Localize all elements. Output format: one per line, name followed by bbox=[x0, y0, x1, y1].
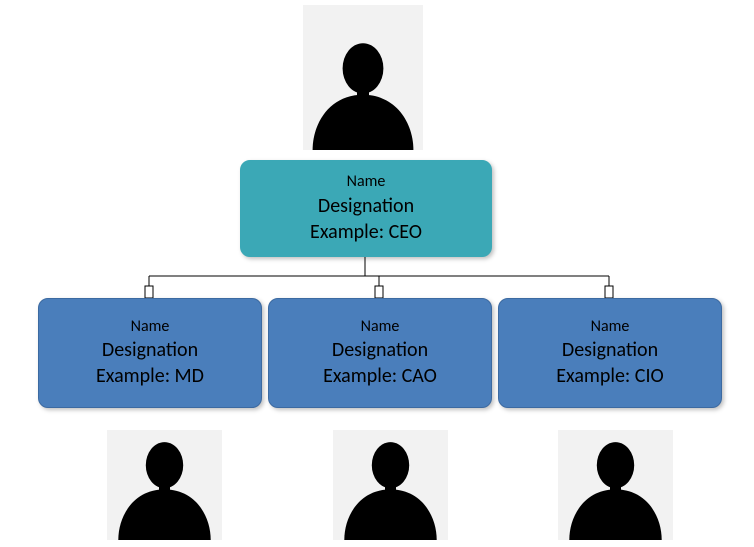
portrait-child bbox=[558, 430, 673, 540]
child-name-label: Name bbox=[591, 317, 630, 338]
portrait-top bbox=[303, 5, 423, 150]
org-child-card: Name Designation Example: CAO bbox=[268, 298, 492, 408]
root-name-label: Name bbox=[347, 172, 386, 193]
org-root-card: Name Designation Example: CEO bbox=[240, 160, 492, 257]
org-child-card: Name Designation Example: MD bbox=[38, 298, 262, 408]
child-example-label: Example: CIO bbox=[556, 363, 664, 389]
portrait-child bbox=[333, 430, 448, 540]
root-example-label: Example: CEO bbox=[310, 219, 422, 245]
child-example-label: Example: MD bbox=[96, 363, 204, 389]
portrait-child bbox=[107, 430, 222, 540]
child-designation-label: Designation bbox=[102, 337, 198, 363]
child-designation-label: Designation bbox=[562, 337, 658, 363]
root-designation-label: Designation bbox=[318, 193, 414, 219]
child-example-label: Example: CAO bbox=[323, 363, 437, 389]
child-name-label: Name bbox=[361, 317, 400, 338]
child-designation-label: Designation bbox=[332, 337, 428, 363]
org-child-card: Name Designation Example: CIO bbox=[498, 298, 722, 408]
child-name-label: Name bbox=[131, 317, 170, 338]
